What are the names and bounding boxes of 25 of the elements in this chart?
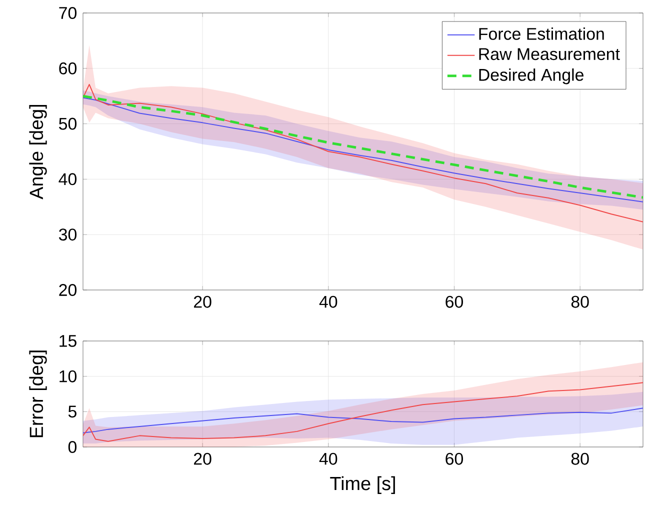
x-axis-title: Time [s]: [330, 476, 395, 494]
y-tick-label: 20: [59, 284, 77, 296]
x-tick-label: 80: [571, 296, 589, 308]
x-tick-label: 80: [571, 452, 589, 465]
y-tick-label: 5: [68, 406, 76, 418]
y-tick-label: 30: [58, 228, 77, 241]
x-tick-label: 40: [319, 452, 338, 465]
y-tick-label: 10: [60, 370, 77, 382]
legend-label: Raw Measurement: [479, 48, 620, 60]
x-tick-label: 20: [194, 452, 212, 465]
x-tick-label: 60: [446, 296, 463, 308]
line-series: [83, 382, 643, 442]
y-tick-label: 60: [59, 62, 77, 74]
y-tick-label: 40: [58, 173, 77, 186]
y-tick-label: 15: [60, 335, 76, 347]
y-tick-label: 70: [59, 6, 77, 19]
y-axis-title: Error [deg]: [29, 350, 47, 438]
legend-label: Desired Angle: [479, 68, 584, 84]
legend-label: Force Estimation: [479, 27, 604, 40]
y-tick-label: 0: [68, 440, 77, 453]
y-axis-title: Angle [deg]: [29, 104, 47, 200]
x-tick-label: 20: [194, 296, 212, 308]
x-tick-label: 40: [319, 296, 338, 308]
y-tick-label: 50: [58, 118, 77, 130]
x-tick-label: 60: [446, 452, 463, 465]
